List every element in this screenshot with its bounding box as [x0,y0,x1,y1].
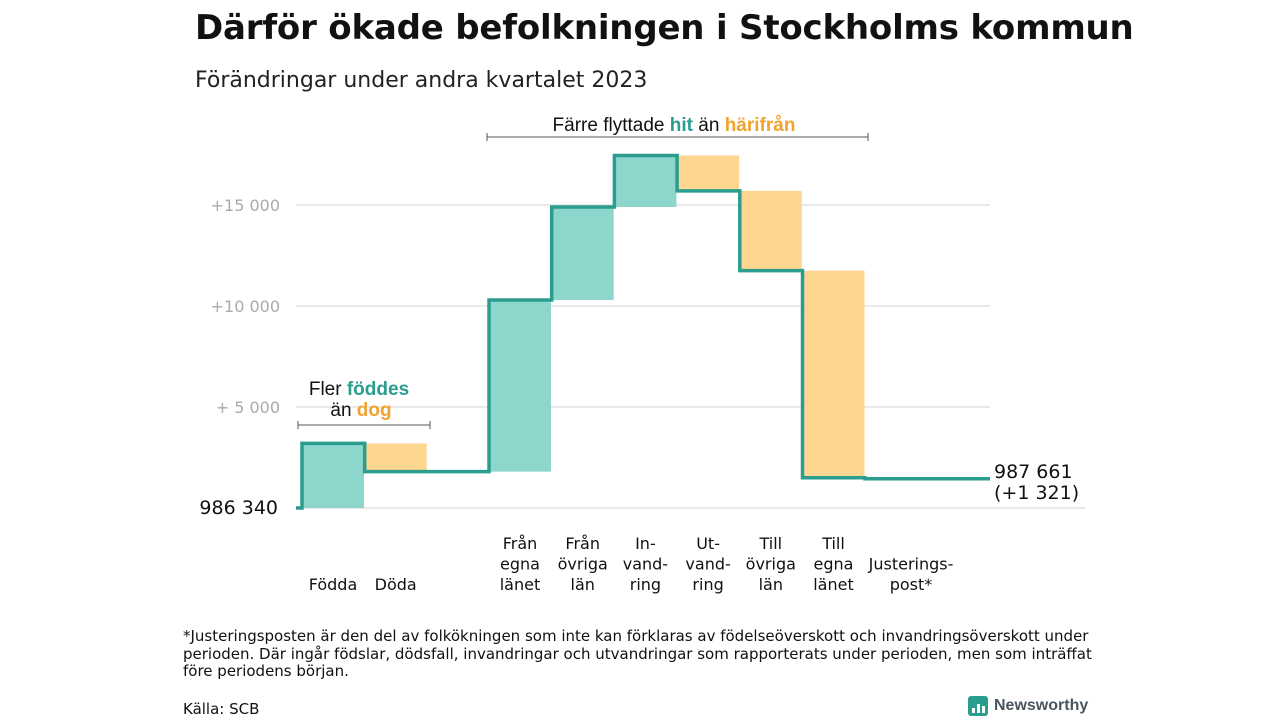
category-label-8: Justerings- [868,555,954,574]
category-label-4: ring [630,575,661,594]
category-label-5: Ut- [696,534,720,553]
category-label-3: län [571,575,595,594]
source: Källa: SCB [183,700,260,718]
y-tick-label-1: +10 000 [211,297,280,316]
category-label-6: övriga [746,555,796,574]
category-label-1: Döda [375,575,417,594]
footnote: *Justeringsposten är den del av folkökni… [183,627,1092,680]
category-label-7: Till [821,534,845,553]
category-label-5: vand- [685,555,730,574]
chart-title: Därför ökade befolkningen i Stockholms k… [195,8,1134,48]
category-label-2: egna [500,555,540,574]
category-label-0: Födda [309,575,358,594]
brand-name: Newsworthy [994,697,1089,714]
category-label-2: länet [500,575,541,594]
category-label-5: ring [692,575,723,594]
cumulative-line [296,153,990,510]
annotation-births-line-2: än dog [330,400,391,421]
category-label-7: egna [814,555,854,574]
category-label-4: vand- [623,555,668,574]
bar-chart-icon [968,696,988,716]
bar-6 [739,190,802,271]
chart-subtitle: Förändringar under andra kvartalet 2023 [195,68,648,93]
bar-3 [551,207,614,300]
bar-5 [677,155,740,191]
y-tick-label-0: + 5 000 [216,398,280,417]
category-label-3: övriga [558,555,608,574]
annotation-births-line-1: Fler föddes [309,379,409,400]
newsworthy-logo: Newsworthy [968,696,1088,716]
end-change-label: (+1 321) [994,482,1079,504]
annotation-migration: Färre flyttade hit än härifrån [553,115,796,136]
bar-4 [614,155,677,208]
category-label-4: In- [635,534,656,553]
bar-1 [364,443,427,472]
category-label-2: Från [503,534,538,553]
bar-0 [302,443,364,508]
category-label-6: län [759,575,783,594]
category-label-6: Till [758,534,782,553]
category-label-7: länet [813,575,854,594]
bar-7 [802,270,865,478]
y-tick-label-2: +15 000 [211,196,280,215]
base-value-label: 986 340 [199,497,278,519]
end-value-label: 987 661 [994,461,1073,483]
category-label-3: Från [565,534,600,553]
category-label-8: post* [890,575,933,594]
bar-2 [489,299,551,472]
